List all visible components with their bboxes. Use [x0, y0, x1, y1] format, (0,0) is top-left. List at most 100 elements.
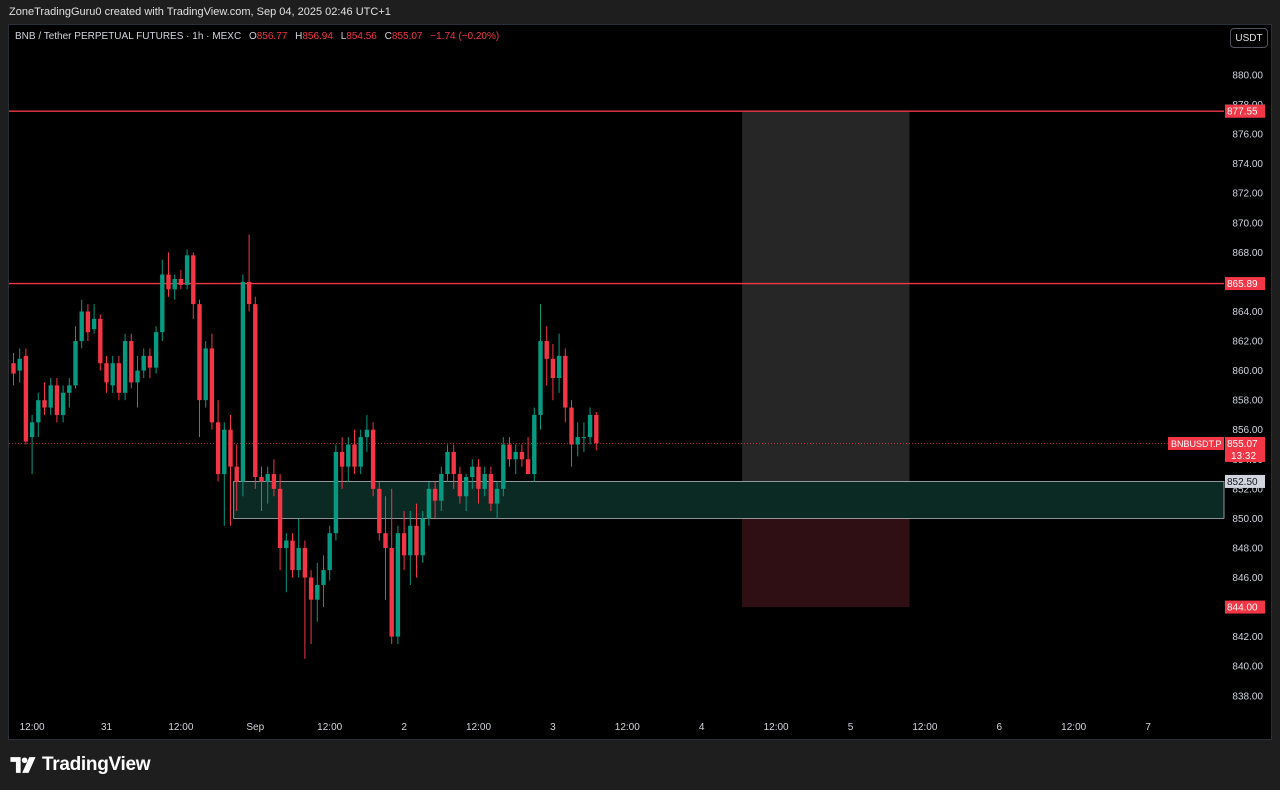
- candle-body[interactable]: [587, 414, 593, 438]
- candle-body[interactable]: [147, 355, 153, 368]
- price-chart[interactable]: 880.00878.00876.00874.00872.00870.00868.…: [9, 25, 1272, 740]
- candle-body[interactable]: [271, 474, 277, 489]
- candle-body[interactable]: [197, 304, 202, 401]
- candle-body[interactable]: [17, 358, 22, 371]
- candle-body[interactable]: [246, 281, 252, 305]
- candle-body[interactable]: [476, 466, 481, 489]
- candle-body[interactable]: [104, 363, 109, 383]
- candle-body[interactable]: [160, 274, 165, 333]
- candle-body[interactable]: [370, 429, 376, 489]
- candle-body[interactable]: [519, 451, 525, 460]
- candle-body[interactable]: [290, 540, 295, 571]
- candle-body[interactable]: [129, 341, 134, 383]
- candle-body[interactable]: [494, 488, 500, 504]
- candle-body[interactable]: [222, 429, 227, 475]
- candle-body[interactable]: [346, 444, 351, 467]
- candle-body[interactable]: [507, 444, 512, 460]
- candle-body[interactable]: [153, 332, 159, 368]
- candle-body[interactable]: [482, 474, 487, 489]
- candle-body[interactable]: [389, 547, 394, 637]
- position-target-area[interactable]: [742, 111, 910, 482]
- candle-body[interactable]: [414, 525, 419, 556]
- candle-body[interactable]: [23, 355, 29, 442]
- candle-body[interactable]: [457, 474, 463, 497]
- candle-body[interactable]: [98, 318, 103, 364]
- candle-body[interactable]: [550, 358, 556, 378]
- candle-body[interactable]: [308, 577, 314, 600]
- chart-frame[interactable]: 880.00878.00876.00874.00872.00870.00868.…: [8, 24, 1272, 740]
- candle-body[interactable]: [265, 474, 270, 482]
- candle-body[interactable]: [228, 429, 233, 467]
- candle-body[interactable]: [11, 363, 16, 374]
- candle-body[interactable]: [91, 318, 97, 330]
- candle-body[interactable]: [203, 348, 208, 401]
- candle-body[interactable]: [432, 488, 438, 501]
- candle-body[interactable]: [426, 488, 432, 519]
- candle-body[interactable]: [296, 547, 301, 571]
- candle-body[interactable]: [60, 392, 66, 415]
- candle-body[interactable]: [395, 533, 401, 637]
- candle-body[interactable]: [532, 414, 537, 475]
- candle-body[interactable]: [85, 311, 91, 333]
- candle-body[interactable]: [122, 341, 128, 393]
- candle-body[interactable]: [339, 451, 345, 467]
- candle-body[interactable]: [525, 459, 531, 475]
- candle-body[interactable]: [364, 429, 370, 438]
- candle-body[interactable]: [166, 274, 171, 290]
- candle-body[interactable]: [79, 311, 84, 342]
- candle-body[interactable]: [302, 547, 308, 578]
- candle-body[interactable]: [488, 474, 494, 504]
- candle-body[interactable]: [110, 363, 115, 386]
- candle-body[interactable]: [67, 385, 72, 393]
- candle-body[interactable]: [116, 363, 122, 393]
- candle-body[interactable]: [581, 437, 587, 439]
- candle-body[interactable]: [439, 474, 444, 501]
- candle-body[interactable]: [315, 584, 320, 600]
- candle-body[interactable]: [563, 355, 568, 408]
- candle-body[interactable]: [48, 385, 53, 408]
- candle-body[interactable]: [29, 422, 35, 438]
- candle-body[interactable]: [234, 466, 239, 482]
- candle-body[interactable]: [191, 255, 196, 305]
- candle-body[interactable]: [36, 400, 41, 423]
- candle-body[interactable]: [445, 451, 450, 475]
- candle-body[interactable]: [178, 278, 184, 285]
- candle-body[interactable]: [501, 444, 506, 489]
- candle-body[interactable]: [358, 437, 363, 467]
- candle-body[interactable]: [42, 400, 47, 408]
- candle-body[interactable]: [575, 437, 580, 445]
- candle-body[interactable]: [141, 355, 146, 371]
- candle-body[interactable]: [259, 477, 264, 482]
- candle-body[interactable]: [569, 407, 574, 445]
- candle-body[interactable]: [377, 488, 382, 534]
- candle-body[interactable]: [240, 281, 246, 482]
- candle-body[interactable]: [352, 444, 357, 467]
- candle-body[interactable]: [408, 525, 413, 556]
- currency-button[interactable]: USDT: [1230, 28, 1268, 48]
- candle-body[interactable]: [284, 540, 289, 548]
- candle-body[interactable]: [463, 477, 469, 497]
- candle-body[interactable]: [451, 451, 456, 475]
- candle-body[interactable]: [470, 466, 475, 478]
- candle-body[interactable]: [172, 278, 177, 290]
- candle-body[interactable]: [420, 518, 425, 556]
- candle-body[interactable]: [401, 533, 407, 556]
- candle-body[interactable]: [135, 370, 140, 383]
- candle-body[interactable]: [556, 355, 562, 378]
- candle-body[interactable]: [321, 570, 326, 585]
- candle-body[interactable]: [54, 385, 60, 415]
- candle-body[interactable]: [538, 341, 543, 415]
- candle-body[interactable]: [544, 341, 549, 359]
- candle-body[interactable]: [253, 304, 258, 478]
- candle-body[interactable]: [184, 255, 190, 285]
- candle-body[interactable]: [333, 451, 339, 534]
- candle-body[interactable]: [513, 451, 518, 460]
- candle-body[interactable]: [327, 533, 332, 571]
- candle-body[interactable]: [383, 533, 388, 548]
- demand-zone[interactable]: [233, 481, 1225, 519]
- candle-body[interactable]: [594, 414, 599, 444]
- candle-body[interactable]: [73, 341, 78, 386]
- candle-body[interactable]: [215, 422, 221, 475]
- candle-body[interactable]: [209, 348, 215, 423]
- candle-body[interactable]: [277, 488, 283, 548]
